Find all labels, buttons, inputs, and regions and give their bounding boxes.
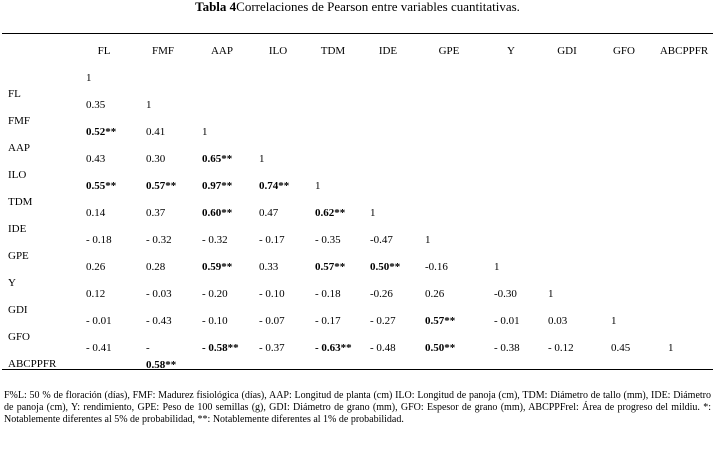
- row-label: TDM: [8, 196, 33, 208]
- column-header: ABCPPFR: [659, 45, 709, 57]
- table-cell: 0.65**: [202, 153, 233, 165]
- table-cell: - 0.01: [86, 315, 112, 327]
- column-header: GDI: [557, 45, 577, 57]
- table-cell: 0.28: [146, 261, 166, 273]
- table-cell: 0.57**: [425, 315, 456, 327]
- row-label: GPE: [8, 250, 29, 262]
- table-cell: - 0.63**: [315, 342, 352, 354]
- table-cell: -0.16: [425, 261, 448, 273]
- table-cell: 1: [202, 126, 208, 138]
- table-cell: - 0.20: [202, 288, 228, 300]
- table-cell: - 0.18: [86, 234, 112, 246]
- table-cell: - 0.10: [259, 288, 285, 300]
- table-cell: 1: [494, 261, 500, 273]
- table-cell: 0.50**: [425, 342, 456, 354]
- table-cell: 0.41: [146, 126, 166, 138]
- table-cell: - 0.17: [259, 234, 285, 246]
- table-cell: - 0.37: [259, 342, 285, 354]
- table-cell: - 0.58**: [202, 342, 239, 354]
- table-cell: -0.26: [370, 288, 393, 300]
- column-header: ILO: [268, 45, 288, 57]
- table-cell: 0.30: [146, 153, 166, 165]
- table-cell: - 0.18: [315, 288, 341, 300]
- table-number: Tabla 4: [195, 0, 237, 14]
- row-label: FMF: [8, 115, 31, 127]
- row-label: IDE: [8, 223, 27, 235]
- table-cell: 1: [611, 315, 617, 327]
- table-cell: 0.37: [146, 207, 166, 219]
- table-cell: - 0.32: [202, 234, 228, 246]
- table-cell: - 0.35: [315, 234, 341, 246]
- table-cell: 0.33: [259, 261, 279, 273]
- table-cell: 0.12: [86, 288, 106, 300]
- column-header: Y: [507, 45, 515, 57]
- table-cell: 0.74**: [259, 180, 290, 192]
- table-cell: 0.35: [86, 99, 106, 111]
- table-cell: 0.57**: [315, 261, 346, 273]
- row-label: ILO: [8, 169, 27, 181]
- row-label: GFO: [8, 331, 31, 343]
- table-cell: 0.62**: [315, 207, 346, 219]
- table-cell: - 0.38: [494, 342, 520, 354]
- table-cell: - 0.01: [494, 315, 520, 327]
- table-cell: 0.59**: [202, 261, 233, 273]
- table-cell: - 0.17: [315, 315, 341, 327]
- table-cell: -0.47: [370, 234, 393, 246]
- table-cell: 0.50**: [370, 261, 401, 273]
- table-cell: 1: [146, 99, 152, 111]
- table-cell: 0.45: [611, 342, 631, 354]
- column-header: AAP: [210, 45, 233, 57]
- column-header: FL: [97, 45, 111, 57]
- row-label: ABCPPFR: [8, 358, 57, 370]
- row-label: GDI: [8, 304, 28, 316]
- bottom-rule: [2, 369, 713, 370]
- table-cell: - 0.43: [146, 315, 172, 327]
- table-cell: - 0.12: [548, 342, 574, 354]
- table-cell: 0.26: [425, 288, 445, 300]
- column-header: GPE: [438, 45, 460, 57]
- table-cell: 0.03: [548, 315, 568, 327]
- table-cell: - 0.48: [370, 342, 396, 354]
- table-cell: - 0.07: [259, 315, 285, 327]
- table-footnote: F%L: 50 % de floración (días), FMF: Madu…: [4, 390, 711, 425]
- column-header: GFO: [612, 45, 635, 57]
- table-cell: - 0.10: [202, 315, 228, 327]
- table-cell: 1: [370, 207, 376, 219]
- row-label: FL: [8, 88, 21, 100]
- table-cell: 0.55**: [86, 180, 117, 192]
- table-cell: - 0.41: [86, 342, 112, 354]
- column-header: FMF: [151, 45, 175, 57]
- table-cell: - 0.03: [146, 288, 172, 300]
- table-cell: 0.97**: [202, 180, 233, 192]
- row-label: Y: [8, 277, 16, 289]
- table-cell: 0.58**: [146, 359, 177, 371]
- table-cell: -: [146, 342, 150, 354]
- column-header: TDM: [320, 45, 346, 57]
- table-caption: Correlaciones de Pearson entre variables…: [236, 0, 520, 14]
- table-cell: - 0.27: [370, 315, 396, 327]
- table-cell: 1: [86, 72, 92, 84]
- table-cell: 0.14: [86, 207, 106, 219]
- table-cell: 1: [259, 153, 265, 165]
- row-label: AAP: [8, 142, 31, 154]
- table-cell: 0.52**: [86, 126, 117, 138]
- table-cell: 0.57**: [146, 180, 177, 192]
- table-title: Tabla 4Correlaciones de Pearson entre va…: [0, 0, 715, 14]
- table-cell: 1: [668, 342, 674, 354]
- table-cell: 1: [315, 180, 321, 192]
- table-cell: 0.60**: [202, 207, 233, 219]
- column-header: IDE: [378, 45, 398, 57]
- table-cell: 0.47: [259, 207, 279, 219]
- table-cell: 1: [548, 288, 554, 300]
- table-cell: -0.30: [494, 288, 517, 300]
- table-cell: 0.43: [86, 153, 106, 165]
- table-cell: 0.26: [86, 261, 106, 273]
- table-cell: 1: [425, 234, 431, 246]
- top-rule: [2, 33, 713, 34]
- table-cell: - 0.32: [146, 234, 172, 246]
